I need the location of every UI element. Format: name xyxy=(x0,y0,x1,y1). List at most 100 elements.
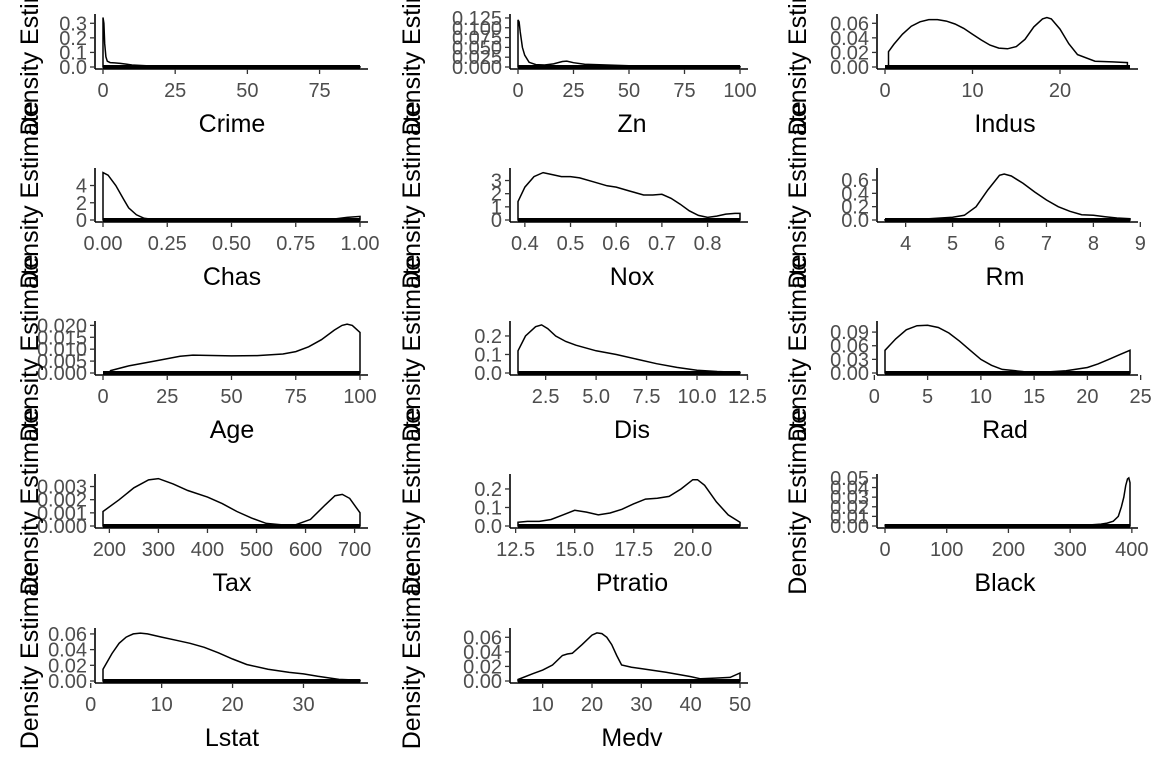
density-curve xyxy=(887,16,1129,68)
density-curve xyxy=(102,17,361,68)
x-tick-label: 50 xyxy=(729,694,751,716)
y-tick-label: 0.09 xyxy=(830,322,869,344)
x-tick-label: 300 xyxy=(1053,539,1086,561)
x-axis-title: Medv xyxy=(601,724,663,752)
x-tick-label: 400 xyxy=(1115,539,1148,561)
density-curve xyxy=(517,171,741,221)
density-curve xyxy=(517,632,741,682)
x-tick-label: 0.50 xyxy=(212,233,251,255)
x-axis-title: Age xyxy=(210,416,254,444)
y-tick-label: 0.00 xyxy=(48,671,87,693)
y-tick-label: 0.04 xyxy=(463,642,502,664)
x-tick-label: 8 xyxy=(1088,233,1099,255)
y-tick-label: 0.2 xyxy=(474,326,502,348)
density-curve xyxy=(517,324,741,374)
y-tick-label: 0.2 xyxy=(841,197,869,219)
x-tick-label: 30 xyxy=(630,694,652,716)
x-tick-label: 7.5 xyxy=(633,386,661,408)
x-tick-label: 50 xyxy=(618,80,640,102)
y-tick-label: 0.1 xyxy=(474,344,502,366)
y-tick-label: 0.0 xyxy=(474,363,502,385)
density-panel-lstat: 0.000.020.040.06 0 10 20 30 Lstat Density Esti… xyxy=(16,562,368,752)
x-tick-label: 50 xyxy=(236,80,258,102)
x-tick-label: 2.5 xyxy=(532,386,560,408)
y-tick-label: 0.2 xyxy=(474,479,502,501)
density-panel-black: 0.000.010.020.030.040.05 0 100 200 300 400 Bla… xyxy=(784,407,1149,597)
x-tick-label: 300 xyxy=(142,539,175,561)
y-tick-label: 0.000 xyxy=(37,363,87,385)
x-tick-label: 10 xyxy=(532,694,554,716)
y-axis-title: Density Estimate xyxy=(398,407,426,595)
x-tick-label: 25 xyxy=(1130,386,1152,408)
y-tick-label: 0.02 xyxy=(463,656,502,678)
y-tick-label: 4 xyxy=(76,176,87,198)
x-tick-label: 75 xyxy=(308,80,330,102)
y-tick-label: 0.0 xyxy=(841,210,869,232)
y-tick-label: 2 xyxy=(491,184,502,206)
x-tick-label: 0 xyxy=(879,80,890,102)
y-tick-label: 0.6 xyxy=(841,170,869,192)
y-tick-label: 0.00 xyxy=(830,363,869,385)
y-tick-label: 2 xyxy=(76,193,87,215)
y-tick-label: 0.4 xyxy=(841,183,869,205)
x-axis-title: Rm xyxy=(986,263,1025,291)
x-tick-label: 0.4 xyxy=(511,233,539,255)
x-tick-label: 20.0 xyxy=(673,539,712,561)
y-tick-label: 0.03 xyxy=(830,349,869,371)
y-tick-label: 0.0 xyxy=(59,57,87,79)
x-tick-label: 7 xyxy=(1041,233,1052,255)
x-tick-label: 75 xyxy=(285,386,307,408)
x-tick-label: 15.0 xyxy=(555,539,594,561)
y-tick-label: 3 xyxy=(491,171,502,193)
density-panel-medv: 0.000.020.040.06 10 20 30 40 50 Medv Density Es… xyxy=(398,562,751,752)
x-tick-label: 0 xyxy=(869,386,880,408)
y-tick-label: 0.025 xyxy=(452,47,502,69)
y-tick-label: 0.02 xyxy=(830,42,869,64)
density-panel-rad: 0.000.030.060.09 0 5 10 15 20 25 Rad Density Est… xyxy=(784,254,1152,444)
x-axis-title: Rad xyxy=(982,416,1028,444)
x-tick-label: 0 xyxy=(512,80,523,102)
x-axis-title: Lstat xyxy=(205,724,259,752)
y-tick-label: 0.00 xyxy=(830,57,869,79)
x-tick-label: 25 xyxy=(164,80,186,102)
y-axis-title: Density Estimate xyxy=(16,562,44,750)
density-curve xyxy=(109,323,361,374)
x-axis-title: Nox xyxy=(610,263,655,291)
x-axis-title: Zn xyxy=(617,110,646,138)
y-tick-label: 0.050 xyxy=(452,37,502,59)
x-tick-label: 0.5 xyxy=(557,233,585,255)
x-tick-label: 20 xyxy=(221,694,243,716)
y-tick-label: 0.1 xyxy=(474,497,502,519)
y-axis-title: Density Estimate xyxy=(784,254,812,442)
density-curve xyxy=(884,173,1131,221)
y-tick-label: 1 xyxy=(491,197,502,219)
x-tick-label: 50 xyxy=(220,386,242,408)
y-tick-label: 0.06 xyxy=(463,627,502,649)
density-curve xyxy=(102,632,361,682)
x-tick-label: 100 xyxy=(930,539,963,561)
y-tick-label: 0.04 xyxy=(830,478,869,500)
x-tick-label: 0 xyxy=(97,80,108,102)
y-tick-label: 0.0 xyxy=(474,516,502,538)
y-axis-title: Density Estimate xyxy=(398,0,426,135)
x-tick-label: 12.5 xyxy=(496,539,535,561)
y-tick-label: 0.02 xyxy=(48,655,87,677)
density-panel-crime: 0.00.10.20.3 0 25 50 75 Crime Density Estimate xyxy=(16,0,368,138)
y-tick-label: 0 xyxy=(491,210,502,232)
x-tick-label: 500 xyxy=(240,539,273,561)
x-tick-label: 5 xyxy=(947,233,958,255)
y-tick-label: 0.005 xyxy=(37,351,87,373)
x-tick-label: 0.75 xyxy=(276,233,315,255)
y-axis-title: Density Estimate xyxy=(784,0,812,135)
y-axis-title: Density Estimate xyxy=(16,101,44,289)
density-curve xyxy=(884,476,1131,527)
x-axis-title: Dis xyxy=(614,416,650,444)
density-curve xyxy=(517,478,741,527)
x-tick-label: 4 xyxy=(900,233,911,255)
